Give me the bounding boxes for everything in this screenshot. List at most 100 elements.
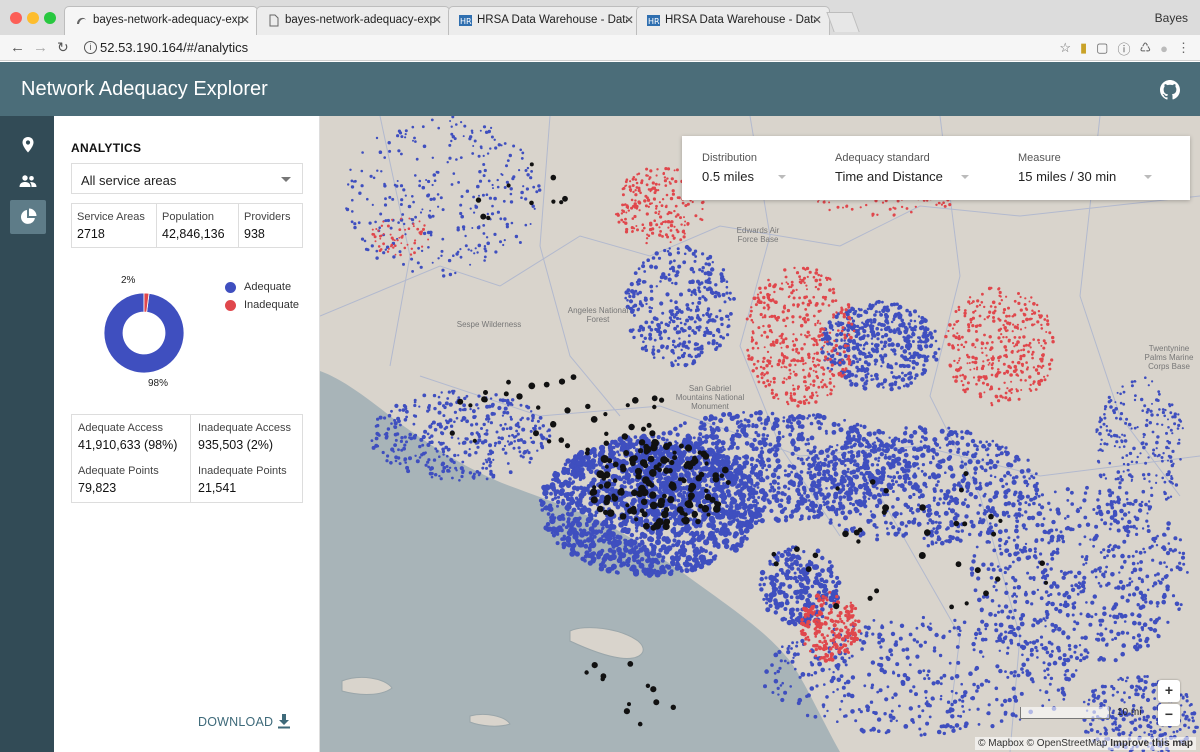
menu-dots-icon[interactable]: ⋮ (1177, 40, 1190, 55)
inadequate-percent-label: 2% (121, 275, 136, 286)
browser-tab-4[interactable]: HR HRSA Data Warehouse - Data ✕ (636, 6, 830, 35)
improve-map-link[interactable]: Improve this map (1110, 738, 1193, 749)
back-arrow-icon[interactable]: ← (10, 39, 25, 56)
download-icon (278, 714, 290, 729)
stat-service-areas: Service Areas 2718 (72, 204, 157, 247)
stat-label: Adequate Access (78, 422, 164, 434)
distribution-filter[interactable]: Distribution 0.5 miles (702, 152, 786, 184)
download-button[interactable]: DOWNLOAD (198, 714, 290, 729)
circle-extension-icon[interactable]: ● (1160, 40, 1168, 56)
measure-filter[interactable]: Measure 15 miles / 30 min (1018, 152, 1152, 184)
zoom-in-button[interactable]: + (1158, 680, 1180, 702)
island (569, 627, 644, 660)
browser-extension-icons: ☆ ▮ ▢ ⓘ ♺ ● ⋮ (1059, 39, 1190, 57)
stat-value: 79,823 (78, 481, 117, 495)
map-place-label: San Gabriel Mountains National Monument (675, 384, 745, 411)
map-view[interactable]: Edwards Air Force Base Sespe Wilderness … (320, 116, 1200, 752)
url-text: 52.53.190.164/#/analytics (100, 40, 249, 55)
filter-value: 15 miles / 30 min (1018, 169, 1117, 184)
stat-label: Population (162, 211, 214, 223)
filter-label: Distribution (702, 152, 758, 164)
swirl-favicon-icon (77, 17, 86, 24)
reload-icon[interactable]: ↻ (57, 39, 69, 55)
new-tab-button[interactable] (826, 12, 860, 32)
filter-label: Measure (1018, 152, 1061, 164)
inadequate-swatch (225, 300, 236, 311)
stat-label: Providers (244, 211, 291, 223)
stat-value: 41,910,633 (98%) (78, 438, 178, 452)
chevron-down-icon (1144, 175, 1152, 179)
ocean (320, 371, 840, 752)
stat-label: Adequate Points (78, 465, 159, 477)
zoom-out-button[interactable]: − (1158, 704, 1180, 726)
browser-tab-3[interactable]: HR HRSA Data Warehouse - Data ✕ (448, 6, 642, 35)
adequate-swatch (225, 282, 236, 293)
download-label: DOWNLOAD (198, 715, 274, 729)
adequacy-standard-filter[interactable]: Adequacy standard Time and Distance (835, 152, 969, 184)
browser-profile-name[interactable]: Bayes (1154, 11, 1188, 25)
inadequate-points: Inadequate Points 21,541 (192, 458, 308, 502)
tab-label: bayes-network-adequacy-expl (93, 14, 243, 26)
close-tab-icon[interactable]: ✕ (623, 13, 634, 27)
measure-select[interactable]: 15 miles / 30 min (1018, 169, 1152, 184)
filter-panel: Distribution 0.5 miles Adequacy standard… (682, 136, 1190, 200)
chevron-down-icon (961, 175, 969, 179)
service-area-select-value: All service areas (81, 173, 177, 188)
svg-text:HR: HR (648, 17, 660, 26)
scale-label: 10 mi (1117, 707, 1142, 718)
stat-population: Population 42,846,136 (157, 204, 239, 247)
island (341, 677, 393, 695)
population-nav-button[interactable] (10, 164, 46, 198)
hrsa-extension-icon[interactable]: ▮ (1080, 40, 1088, 55)
providers-nav-button[interactable] (10, 128, 46, 162)
stat-value: 21,541 (198, 481, 237, 495)
document-favicon-icon (269, 14, 279, 27)
maximize-window-button[interactable] (44, 12, 56, 24)
adequacy-standard-select[interactable]: Time and Distance (835, 169, 969, 184)
hrsa-favicon-icon: HR (459, 15, 472, 26)
inadequate-slice (143, 292, 150, 313)
star-icon[interactable]: ☆ (1059, 40, 1072, 55)
legend-label: Inadequate (244, 299, 300, 311)
pie-chart-icon (20, 208, 37, 224)
island (469, 713, 511, 727)
close-tab-icon[interactable]: ✕ (239, 13, 250, 27)
map-place-label: Sespe Wilderness (456, 320, 522, 329)
filter-value: 0.5 miles (702, 169, 755, 184)
map-canvas[interactable] (320, 116, 1200, 752)
browser-tab-1[interactable]: bayes-network-adequacy-expl ✕ (64, 6, 258, 35)
inadequate-access: Inadequate Access 935,503 (2%) (192, 415, 308, 459)
tab-label: bayes-network-adequacy-expl (285, 14, 435, 26)
stat-value: 2718 (77, 227, 105, 241)
tab-label: HRSA Data Warehouse - Data (477, 14, 627, 26)
stat-value: 938 (244, 227, 265, 241)
analytics-nav-button[interactable] (10, 200, 46, 234)
osm-attribution-link[interactable]: © OpenStreetMap (1026, 738, 1108, 749)
close-tab-icon[interactable]: ✕ (431, 13, 442, 27)
analytics-panel: ANALYTICS All service areas Service Area… (54, 116, 320, 752)
filter-label: Adequacy standard (835, 152, 930, 164)
map-scale-bar: 10 mi (1020, 707, 1142, 721)
stop-extension-icon[interactable]: ▢ (1096, 40, 1109, 55)
forward-arrow-icon[interactable]: → (33, 39, 48, 56)
adequate-points: Adequate Points 79,823 (72, 458, 188, 502)
site-info-icon[interactable]: i (84, 41, 97, 54)
close-tab-icon[interactable]: ✕ (811, 13, 822, 27)
browser-tab-2[interactable]: bayes-network-adequacy-expl ✕ (256, 6, 450, 35)
service-area-select[interactable]: All service areas (71, 163, 303, 194)
distribution-select[interactable]: 0.5 miles (702, 169, 786, 184)
stat-label: Inadequate Points (198, 465, 287, 477)
info-extension-icon[interactable]: ⓘ (1117, 41, 1131, 57)
minimize-window-button[interactable] (27, 12, 39, 24)
map-place-label: Edwards Air Force Base (736, 226, 780, 244)
legend-label: Adequate (244, 281, 292, 293)
url-field[interactable]: i 52.53.190.164/#/analytics (80, 38, 1050, 58)
github-icon[interactable] (1160, 80, 1180, 100)
mapbox-attribution-link[interactable]: © Mapbox (978, 738, 1024, 749)
stat-value: 935,503 (2%) (198, 438, 274, 452)
people-icon (19, 175, 37, 187)
recycle-extension-icon[interactable]: ♺ (1139, 40, 1152, 55)
stat-label: Inadequate Access (198, 422, 291, 434)
map-place-label: Twentynine Palms Marine Corps Base (1144, 344, 1194, 371)
close-window-button[interactable] (10, 12, 22, 24)
